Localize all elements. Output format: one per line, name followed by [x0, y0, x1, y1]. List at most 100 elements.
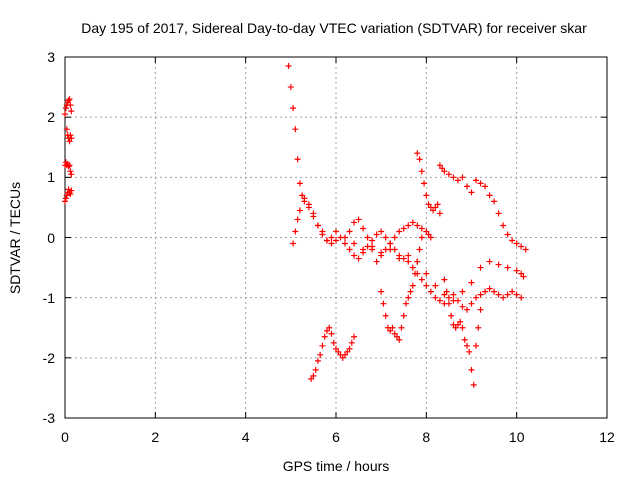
data-point	[317, 351, 324, 358]
data-point	[436, 210, 443, 217]
tick-layer	[64, 56, 608, 419]
data-point	[67, 168, 74, 175]
data-point	[513, 240, 520, 247]
data-point	[351, 240, 358, 247]
data-point	[463, 342, 470, 349]
data-point	[63, 192, 70, 199]
data-point	[68, 108, 75, 115]
data-point	[373, 231, 380, 238]
data-point	[342, 240, 349, 247]
series-arc-f	[290, 198, 525, 313]
data-point	[518, 294, 525, 301]
data-point	[382, 234, 389, 241]
data-point	[475, 324, 482, 331]
data-point	[513, 267, 520, 274]
data-point	[339, 354, 346, 361]
data-point	[287, 84, 294, 91]
data-point	[504, 231, 511, 238]
data-point	[459, 174, 466, 181]
data-point	[457, 318, 464, 325]
data-point	[468, 300, 475, 307]
data-point	[290, 240, 297, 247]
data-point	[459, 324, 466, 331]
data-point	[416, 156, 423, 163]
data-point	[432, 294, 439, 301]
series-arc-e	[285, 63, 527, 304]
data-point	[66, 162, 73, 169]
data-point	[454, 177, 461, 184]
series-arc-h	[346, 216, 434, 265]
data-point	[66, 138, 73, 145]
data-point	[513, 291, 520, 298]
series-arc-c	[62, 159, 75, 178]
data-point	[509, 237, 516, 244]
data-point	[382, 246, 389, 253]
y-tick-label: -1	[43, 290, 56, 306]
data-point	[452, 324, 459, 331]
data-point	[434, 201, 441, 208]
data-point	[509, 288, 516, 295]
data-point	[351, 333, 358, 340]
data-point	[351, 219, 358, 226]
data-point	[432, 282, 439, 289]
data-point	[468, 189, 475, 196]
data-point	[418, 225, 425, 232]
data-point	[418, 168, 425, 175]
data-point	[473, 294, 480, 301]
data-point	[382, 312, 389, 319]
x-tick-label: 6	[332, 429, 340, 445]
data-point	[360, 225, 367, 232]
data-point	[333, 237, 339, 244]
data-point	[463, 183, 470, 190]
data-point	[387, 327, 394, 334]
data-point	[477, 291, 484, 298]
y-axis-label: SDTVAR / TECUs	[7, 182, 23, 294]
data-point	[323, 237, 330, 244]
data-point	[495, 291, 502, 298]
data-point	[463, 306, 470, 313]
data-point	[461, 336, 468, 343]
data-point	[321, 333, 328, 340]
marks-layer	[62, 63, 529, 388]
data-point	[296, 207, 303, 214]
data-point	[441, 291, 448, 298]
data-point	[486, 258, 493, 265]
x-tick-label: 10	[509, 429, 525, 445]
data-point	[63, 126, 70, 133]
data-point	[67, 102, 74, 109]
data-point	[495, 210, 502, 217]
series-arc-i	[378, 234, 425, 343]
x-axis-label: GPS time / hours	[283, 458, 390, 474]
data-point	[308, 375, 315, 382]
data-point	[400, 255, 407, 262]
data-point	[378, 228, 385, 235]
data-point	[292, 126, 299, 133]
data-point	[326, 324, 333, 331]
x-tick-label: 2	[151, 429, 159, 445]
data-point	[414, 222, 421, 229]
data-point	[369, 237, 376, 244]
series-arc-k	[436, 162, 529, 253]
data-point	[342, 351, 349, 358]
data-point	[355, 255, 362, 262]
data-point	[405, 222, 412, 229]
data-point	[477, 180, 484, 187]
data-point	[409, 264, 416, 271]
series-arc-j	[414, 150, 443, 217]
data-point	[450, 291, 457, 298]
data-point	[491, 198, 498, 205]
data-point	[405, 258, 412, 265]
data-point	[477, 306, 484, 313]
data-point	[473, 177, 480, 184]
data-point	[378, 252, 385, 259]
data-point	[396, 252, 403, 259]
data-point	[416, 246, 423, 253]
data-point	[486, 192, 493, 199]
data-point	[355, 216, 362, 223]
x-tick-label: 8	[422, 429, 430, 445]
data-point	[328, 234, 335, 241]
data-point	[466, 348, 473, 355]
data-point	[346, 228, 353, 235]
data-point	[400, 312, 407, 319]
